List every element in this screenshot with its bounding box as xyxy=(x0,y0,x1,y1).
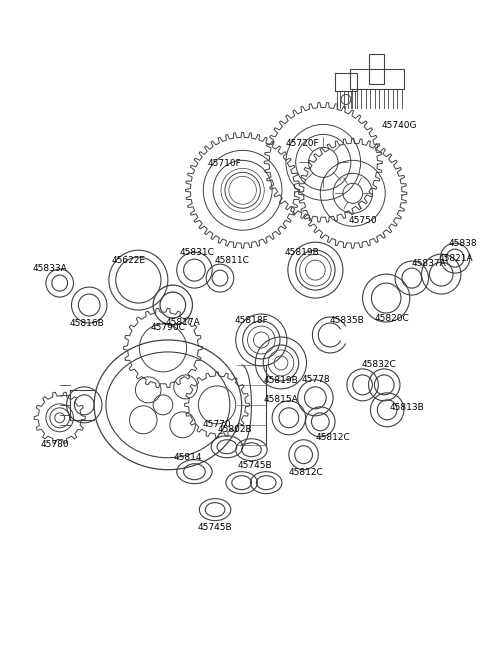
Text: 45802B: 45802B xyxy=(217,425,252,434)
Text: 45780: 45780 xyxy=(40,440,69,449)
Text: 45832C: 45832C xyxy=(362,360,396,369)
Text: 45811C: 45811C xyxy=(215,255,249,265)
Text: 45837A: 45837A xyxy=(411,259,446,268)
Text: 45821A: 45821A xyxy=(439,253,473,263)
Text: 45813B: 45813B xyxy=(389,403,424,413)
Text: 45814: 45814 xyxy=(173,453,202,462)
Text: 45790C: 45790C xyxy=(150,324,185,333)
Text: 45816B: 45816B xyxy=(70,318,105,328)
Text: 45815A: 45815A xyxy=(264,396,299,404)
Text: 45831C: 45831C xyxy=(180,248,215,257)
Text: 45835B: 45835B xyxy=(329,316,364,324)
Text: 45812C: 45812C xyxy=(288,468,323,477)
Text: 45745B: 45745B xyxy=(198,523,232,532)
Text: 45818F: 45818F xyxy=(235,316,268,324)
Bar xyxy=(370,54,384,84)
Text: 45720F: 45720F xyxy=(286,139,319,148)
Text: 45833A: 45833A xyxy=(33,263,67,272)
Text: 45770: 45770 xyxy=(203,421,231,429)
Text: 45817A: 45817A xyxy=(165,318,200,326)
Text: 45820C: 45820C xyxy=(375,314,409,322)
Text: 45812C: 45812C xyxy=(316,433,350,442)
Text: 45819B: 45819B xyxy=(284,248,319,257)
Text: 45710F: 45710F xyxy=(208,159,242,168)
Bar xyxy=(350,69,404,88)
Text: 45819B: 45819B xyxy=(264,377,299,385)
Bar xyxy=(335,73,357,90)
Text: 45778: 45778 xyxy=(301,375,330,384)
Text: 45838: 45838 xyxy=(449,238,477,248)
Text: 45745B: 45745B xyxy=(237,461,272,470)
Text: 45622E: 45622E xyxy=(111,255,145,265)
Text: 45740G: 45740G xyxy=(381,121,417,130)
Text: 45750: 45750 xyxy=(348,215,377,225)
